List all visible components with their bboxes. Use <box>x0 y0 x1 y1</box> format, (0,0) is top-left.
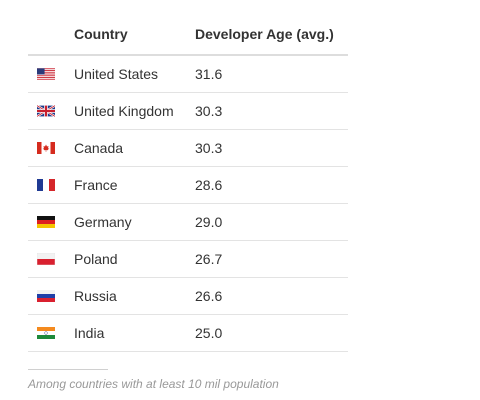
table-row: Russia 26.6 <box>28 278 348 315</box>
age-table: Country Developer Age (avg.) United Stat… <box>28 14 348 352</box>
age-value-cell: 29.0 <box>195 214 223 230</box>
poland-flag-icon <box>28 253 74 265</box>
country-column-header: Country <box>74 26 128 42</box>
country-cell: Germany <box>74 214 132 230</box>
footnote: Among countries with at least 10 mil pop… <box>28 377 279 391</box>
age-column-header: Developer Age (avg.) <box>195 26 334 42</box>
table-row: Canada 30.3 <box>28 130 348 167</box>
table-row: India 25.0 <box>28 315 348 352</box>
footnote-divider <box>28 369 108 370</box>
table-row: United Kingdom 30.3 <box>28 93 348 130</box>
country-cell: Canada <box>74 140 124 156</box>
country-cell: Poland <box>74 251 118 267</box>
country-cell: Russia <box>74 288 117 304</box>
age-value-cell: 26.7 <box>195 251 223 267</box>
country-cell: India <box>74 325 105 341</box>
india-flag-icon <box>28 327 74 339</box>
table-header: Country Developer Age (avg.) <box>28 14 348 56</box>
germany-flag-icon <box>28 216 74 228</box>
age-value-cell: 28.6 <box>195 177 223 193</box>
table-row: France 28.6 <box>28 167 348 204</box>
russia-flag-icon <box>28 290 74 302</box>
age-value-cell: 26.6 <box>195 288 223 304</box>
us-flag-icon <box>28 68 74 80</box>
table-row: Germany 29.0 <box>28 204 348 241</box>
canada-flag-icon <box>28 142 74 154</box>
france-flag-icon <box>28 179 74 191</box>
country-cell: United Kingdom <box>74 103 174 119</box>
country-cell: United States <box>74 66 159 82</box>
table-body: United States 31.6 United Kingdom 30.3 Canad… <box>28 56 348 352</box>
age-value-cell: 30.3 <box>195 140 223 156</box>
age-value-cell: 30.3 <box>195 103 223 119</box>
age-value-cell: 25.0 <box>195 325 223 341</box>
table-row: Poland 26.7 <box>28 241 348 278</box>
table-row: United States 31.6 <box>28 56 348 93</box>
uk-flag-icon <box>28 105 74 117</box>
country-cell: France <box>74 177 118 193</box>
age-value-cell: 31.6 <box>195 66 223 82</box>
